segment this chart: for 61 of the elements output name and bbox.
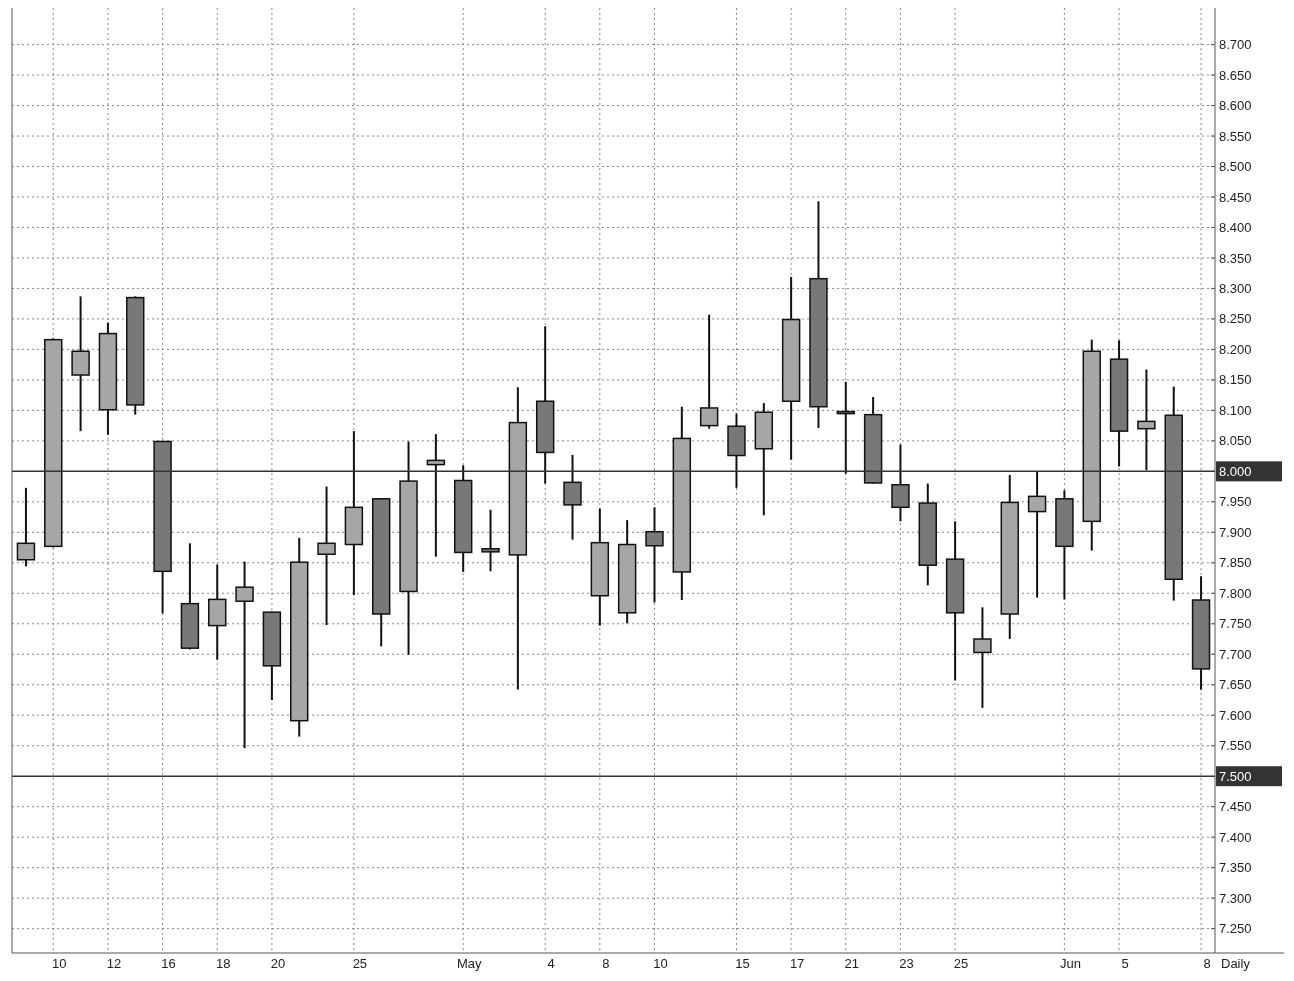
y-tick-label: 8.100 — [1219, 402, 1252, 418]
x-tick-label: 16 — [161, 956, 176, 971]
candlestick — [891, 443, 910, 523]
candlestick — [1027, 470, 1047, 599]
x-tick-label: 20 — [270, 956, 286, 971]
x-tick-label: 25 — [352, 956, 368, 971]
y-tick-label: 8.250 — [1219, 311, 1252, 327]
x-tick-label: Jun — [1059, 956, 1081, 971]
x-tick-label: 5 — [1121, 956, 1129, 971]
x-tick-label: 10 — [52, 956, 67, 971]
y-tick-label: 7.550 — [1219, 738, 1252, 754]
y-tick-label: 7.950 — [1219, 494, 1252, 510]
y-tick-label: 8.500 — [1219, 159, 1252, 175]
candlestick — [235, 560, 254, 750]
y-tick-label: 7.400 — [1219, 829, 1252, 845]
candlestick — [1137, 368, 1156, 472]
y-tick-label: 7.700 — [1219, 646, 1252, 662]
y-tick-label: 8.300 — [1219, 281, 1252, 296]
x-tick-label: 8 — [602, 956, 610, 971]
y-tick-label: 8.650 — [1219, 67, 1252, 83]
candlestick — [317, 485, 336, 626]
candlestick — [699, 313, 719, 430]
y-tick-label: 8.450 — [1219, 189, 1252, 205]
y-tick-label: 7.450 — [1219, 799, 1252, 815]
y-tick-label: 8.200 — [1219, 341, 1252, 357]
y-tick-label: 8.150 — [1219, 372, 1252, 388]
y-tick-label: 7.650 — [1219, 677, 1252, 693]
x-tick-label: 10 — [653, 956, 668, 971]
y-tick-label: 8.350 — [1219, 250, 1252, 266]
y-tick-label: 8.550 — [1219, 128, 1252, 144]
y-tick-label: 7.850 — [1219, 555, 1252, 571]
x-tick-label: 18 — [216, 956, 231, 971]
x-tick-label: 23 — [899, 956, 914, 971]
candlestick — [563, 453, 582, 541]
y-tick-label: 7.350 — [1219, 860, 1252, 876]
y-tick-label: 7.750 — [1219, 616, 1252, 632]
candlestick — [645, 506, 664, 604]
y-tick-label: 8.400 — [1219, 220, 1252, 236]
y-tick-label: 7.900 — [1219, 524, 1252, 540]
x-tick-label: 17 — [789, 956, 805, 971]
x-tick-label: 4 — [547, 956, 555, 971]
candlestick — [973, 606, 992, 709]
y-tick-label: 7.800 — [1219, 585, 1252, 601]
y-tick-label: 8.600 — [1219, 98, 1252, 114]
x-tick-label: 21 — [844, 956, 860, 971]
x-tick-label: 8 — [1203, 956, 1211, 971]
y-tick-label: 7.600 — [1219, 707, 1252, 723]
ref-line-label: 7.500 — [1219, 768, 1252, 784]
x-tick-label: 25 — [953, 956, 969, 971]
x-tick-label: 12 — [106, 956, 122, 971]
y-tick-label: 7.250 — [1219, 921, 1252, 937]
x-tick-label: 15 — [735, 956, 750, 971]
y-tick-label: 8.700 — [1219, 37, 1252, 53]
candlestick — [16, 486, 36, 568]
y-tick-label: 8.050 — [1219, 433, 1252, 449]
y-tick-label: 7.300 — [1219, 890, 1252, 906]
candlestick — [71, 295, 90, 433]
text: Daily — [1221, 956, 1251, 971]
candlestick — [481, 508, 500, 573]
x-tick-label: May — [456, 956, 482, 971]
ref-line-label: 8.000 — [1219, 463, 1252, 479]
